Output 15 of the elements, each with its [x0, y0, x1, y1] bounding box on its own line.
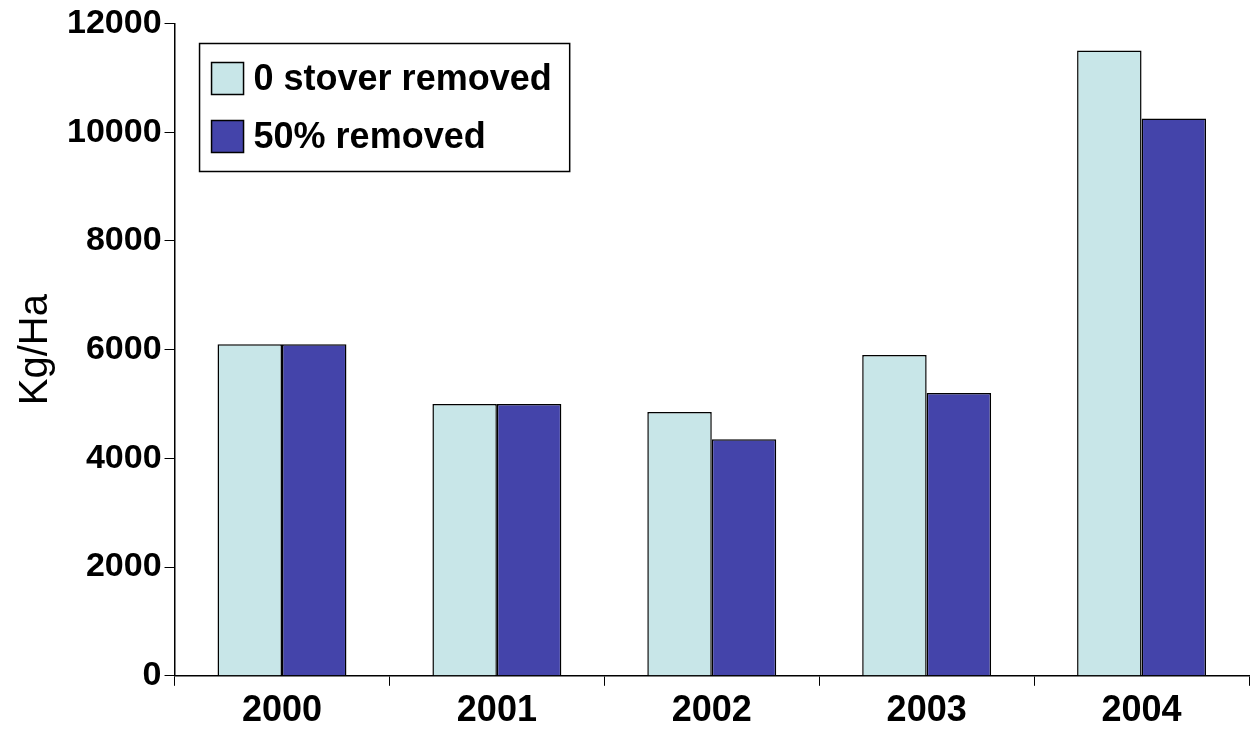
x-tick-label: 2003 — [886, 688, 967, 730]
y-tick-label: 8000 — [85, 219, 162, 258]
x-tick-label: 2002 — [671, 688, 752, 730]
y-tick-label: 12000 — [67, 1, 162, 40]
x-tick-label: 2004 — [1101, 688, 1182, 730]
y-axis-title: Kg/Ha — [11, 293, 56, 406]
y-tick-label: 4000 — [85, 436, 162, 475]
x-tick-label: 2001 — [456, 688, 537, 730]
legend-label: 50% removed — [253, 115, 486, 157]
y-tick-label: 6000 — [85, 327, 162, 366]
y-tick-label: 10000 — [67, 110, 162, 149]
legend-label: 0 stover removed — [253, 57, 552, 99]
x-tick-label: 2000 — [241, 688, 323, 730]
y-tick-label: 2000 — [85, 545, 162, 584]
y-tick-label: 0 — [142, 654, 162, 693]
